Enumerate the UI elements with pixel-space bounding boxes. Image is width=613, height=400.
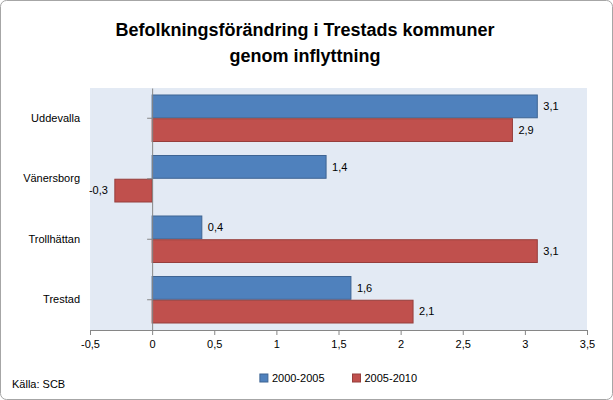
x-tick: -0,5 (81, 330, 100, 350)
y-tick-mark (147, 178, 152, 179)
y-tick-label: Uddevalla (31, 112, 81, 124)
y-tick: Uddevalla (31, 112, 152, 124)
data-label: -0,3 (89, 184, 108, 196)
legend-item: 2005-2010 (353, 372, 418, 384)
x-tick: 3,5 (580, 330, 595, 350)
bars (115, 95, 537, 323)
x-tick-mark (276, 330, 277, 335)
x-tick: 1,5 (331, 330, 346, 350)
y-tick: Trollhättan (28, 233, 152, 245)
bar (152, 95, 537, 118)
legend: 2000-2005 2005-2010 (260, 372, 417, 384)
legend-label: 2005-2010 (365, 372, 418, 384)
y-tick-label: Trestad (43, 293, 80, 305)
x-tick-label: 3,5 (580, 338, 595, 350)
data-label: 1,4 (332, 161, 347, 173)
plot-background (90, 88, 587, 330)
y-axis-line (152, 89, 153, 331)
data-label: 2,1 (419, 305, 434, 317)
y-tick-mark (147, 118, 152, 119)
x-tick: 1 (274, 330, 280, 350)
x-tick-label: 3 (522, 338, 528, 350)
bar (115, 179, 152, 202)
chart: Befolkningsförändring i Trestads kommune… (0, 0, 613, 400)
bar (152, 300, 413, 323)
x-tick-mark (90, 330, 91, 335)
legend-item: 2000-2005 (260, 372, 325, 384)
legend-swatch (260, 374, 268, 382)
x-tick-label: 1 (274, 338, 280, 350)
x-tick-label: 1,5 (331, 338, 346, 350)
x-tick-mark (214, 330, 215, 335)
x-tick-label: 0 (150, 338, 156, 350)
legend-swatch (353, 374, 361, 382)
title-line: Befolkningsförändring i Trestads kommune… (115, 20, 494, 40)
x-tick-label: -0,5 (81, 338, 100, 350)
x-tick-mark (587, 330, 588, 335)
data-label: 3,1 (543, 100, 558, 112)
x-tick-mark (401, 330, 402, 335)
x-tick-label: 0,5 (207, 338, 222, 350)
data-label: 2,9 (518, 124, 533, 136)
data-label: 3,1 (543, 245, 558, 257)
x-tick: 0 (150, 330, 156, 350)
x-tick-mark (525, 330, 526, 335)
bar (152, 240, 537, 263)
y-tick-label: Trollhättan (28, 233, 80, 245)
y-axis: Uddevalla Vänersborg Trollhättan Trestad (23, 89, 153, 331)
chart-background (1, 1, 613, 400)
x-tick-label: 2 (398, 338, 404, 350)
x-tick: 2 (398, 330, 404, 350)
data-label: 0,4 (208, 221, 223, 233)
bar (152, 119, 512, 142)
x-axis: -0,5 0 0,5 1 1,5 2 2,5 3 3,5 (81, 330, 595, 350)
x-tick-mark (339, 330, 340, 335)
bar (152, 216, 202, 239)
x-tick: 2,5 (456, 330, 471, 350)
bar (152, 276, 351, 299)
data-label: 1,6 (357, 282, 372, 294)
x-tick-mark (152, 330, 153, 335)
source-note: Källa: SCB (12, 378, 65, 390)
x-tick-mark (463, 330, 464, 335)
y-tick: Trestad (43, 293, 152, 305)
x-tick: 3 (522, 330, 528, 350)
bar (152, 155, 326, 178)
legend-label: 2000-2005 (272, 372, 325, 384)
chart-title: Befolkningsförändring i Trestads kommune… (115, 20, 494, 66)
x-tick: 0,5 (207, 330, 222, 350)
y-tick-mark (147, 239, 152, 240)
y-tick: Vänersborg (23, 172, 152, 184)
y-tick-label: Vänersborg (23, 172, 80, 184)
title-line: genom inflyttning (230, 46, 381, 66)
y-tick-mark (147, 299, 152, 300)
x-tick-label: 2,5 (456, 338, 471, 350)
data-labels: 3,1 1,4 0,4 1,6 2,9 -0,3 3,1 2,1 (89, 100, 559, 317)
